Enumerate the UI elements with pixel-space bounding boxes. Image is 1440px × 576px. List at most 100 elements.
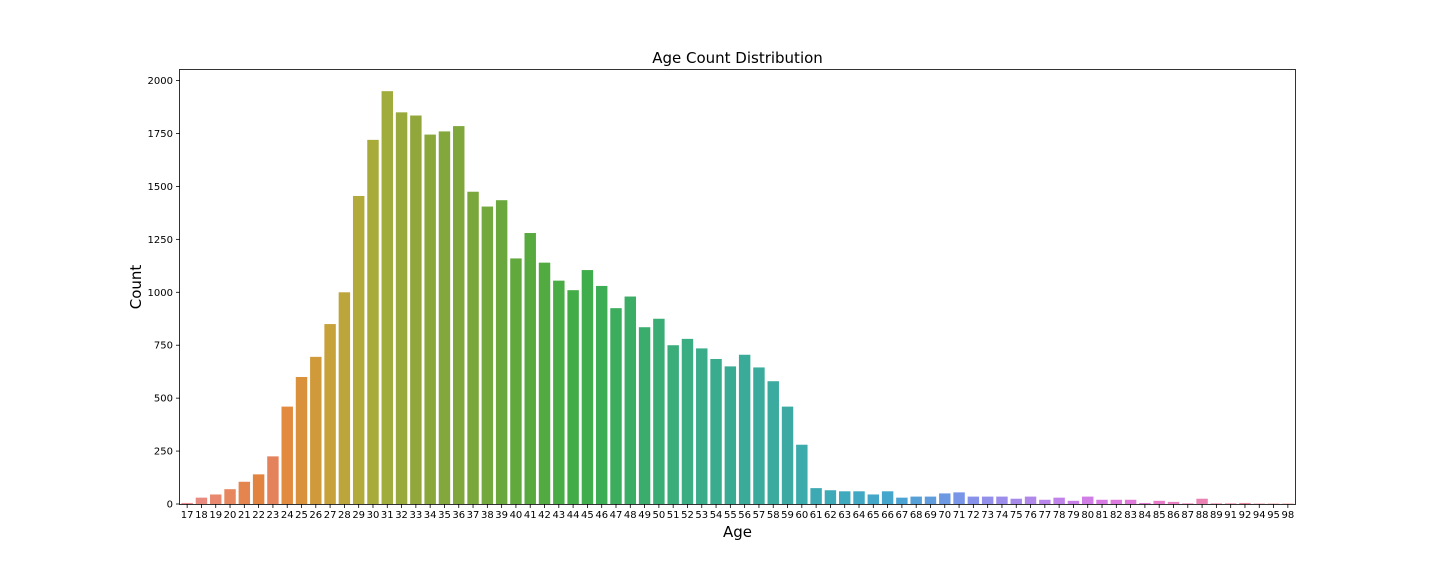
x-tick-label: 31 [381, 510, 394, 521]
bar-age-66 [881, 491, 894, 504]
bar-age-53 [696, 348, 708, 504]
y-axis-ticks: 0 250 500 750 1000 1250 1500 1750 2000 [148, 76, 180, 511]
bar-age-59 [781, 406, 794, 504]
x-tick-label: 95 [1267, 510, 1280, 521]
x-tick-label: 69 [924, 510, 937, 521]
x-tick-label: 47 [610, 510, 623, 521]
bar-age-57 [753, 367, 765, 504]
y-tick-label: 1500 [148, 182, 173, 193]
bar-age-58 [767, 381, 779, 504]
y-tick-label: 1750 [148, 129, 173, 140]
bar-age-87 [1182, 503, 1194, 504]
bar-age-48 [624, 296, 637, 504]
bar-age-88 [1196, 498, 1208, 504]
y-tick-label: 250 [154, 447, 173, 458]
x-tick-label: 20 [224, 510, 237, 521]
x-tick-label: 37 [467, 510, 480, 521]
x-tick-label: 73 [981, 510, 994, 521]
x-tick-label: 21 [238, 510, 251, 521]
y-tick-label: 0 [167, 500, 173, 511]
bar-age-52 [681, 338, 694, 504]
bar-age-34 [424, 134, 436, 504]
x-tick-label: 66 [881, 510, 894, 521]
x-axis-ticks: 17 18 19 20 21 22 23 24 25 26 27 28 29 30 31 32 33 34 35 36… [181, 504, 1294, 521]
bar-age-69 [924, 496, 937, 504]
x-tick-label: 92 [1239, 510, 1252, 521]
bar-age-86 [1167, 501, 1180, 504]
bar-age-67 [896, 497, 908, 504]
bar-age-60 [796, 444, 808, 504]
bar-age-84 [1139, 502, 1151, 504]
x-tick-label: 77 [1038, 510, 1051, 521]
x-tick-label: 62 [824, 510, 837, 521]
x-tick-label: 83 [1124, 510, 1137, 521]
y-tick-label: 750 [154, 341, 173, 352]
x-tick-label: 39 [495, 510, 508, 521]
bar-age-45 [581, 270, 594, 504]
bar-age-40 [510, 258, 522, 504]
bar-age-56 [738, 354, 751, 504]
x-tick-label: 89 [1210, 510, 1223, 521]
bar-age-91 [1224, 503, 1237, 504]
bar-age-24 [281, 406, 293, 504]
bar-age-75 [1010, 498, 1022, 504]
x-tick-label: 33 [410, 510, 423, 521]
x-tick-label: 58 [767, 510, 780, 521]
bar-age-18 [195, 497, 208, 504]
y-tick-label: 2000 [148, 76, 173, 87]
x-tick-label: 65 [867, 510, 880, 521]
x-tick-label: 72 [967, 510, 980, 521]
bar-age-92 [1239, 502, 1251, 504]
x-tick-label: 60 [795, 510, 808, 521]
bar-age-82 [1110, 499, 1123, 504]
bar-age-70 [939, 493, 951, 504]
x-tick-label: 78 [1053, 510, 1066, 521]
x-tick-label: 24 [281, 510, 294, 521]
x-tick-label: 82 [1110, 510, 1123, 521]
bar-age-36 [453, 126, 465, 504]
x-tick-label: 63 [838, 510, 851, 521]
bar-age-21 [238, 481, 251, 504]
bar-age-78 [1053, 497, 1065, 504]
bar-age-44 [567, 290, 579, 504]
x-tick-label: 44 [567, 510, 580, 521]
x-tick-label: 22 [252, 510, 265, 521]
x-tick-label: 41 [524, 510, 537, 521]
x-tick-label: 34 [424, 510, 437, 521]
x-tick-label: 75 [1010, 510, 1023, 521]
bar-age-77 [1039, 499, 1051, 504]
x-tick-label: 98 [1281, 510, 1294, 521]
x-tick-label: 18 [195, 510, 208, 521]
x-tick-label: 53 [695, 510, 708, 521]
bar-age-61 [810, 488, 822, 504]
bar-age-71 [953, 492, 965, 504]
x-tick-label: 55 [724, 510, 737, 521]
x-tick-label: 87 [1181, 510, 1194, 521]
bar-age-64 [853, 491, 865, 504]
x-tick-label: 30 [367, 510, 380, 521]
bar-age-46 [595, 285, 608, 504]
x-tick-label: 57 [753, 510, 766, 521]
plot-frame [179, 69, 1296, 505]
y-tick-label: 1000 [148, 288, 173, 299]
x-tick-label: 29 [352, 510, 365, 521]
bar-age-47 [610, 308, 622, 504]
bar-age-39 [495, 200, 508, 504]
bar-age-43 [553, 280, 565, 504]
bar-age-29 [352, 195, 365, 504]
x-tick-label: 26 [309, 510, 322, 521]
bar-age-81 [1096, 499, 1108, 504]
x-tick-label: 27 [324, 510, 337, 521]
bar-age-74 [996, 496, 1008, 504]
bar-age-65 [867, 494, 880, 504]
bar-age-20 [224, 489, 236, 504]
bar-age-73 [981, 496, 994, 504]
x-tick-label: 76 [1024, 510, 1037, 521]
x-tick-label: 32 [395, 510, 408, 521]
y-axis-title: Count [127, 265, 145, 310]
bar-age-49 [638, 327, 651, 504]
bar-age-72 [967, 496, 980, 504]
x-tick-label: 52 [681, 510, 694, 521]
x-tick-label: 64 [853, 510, 866, 521]
